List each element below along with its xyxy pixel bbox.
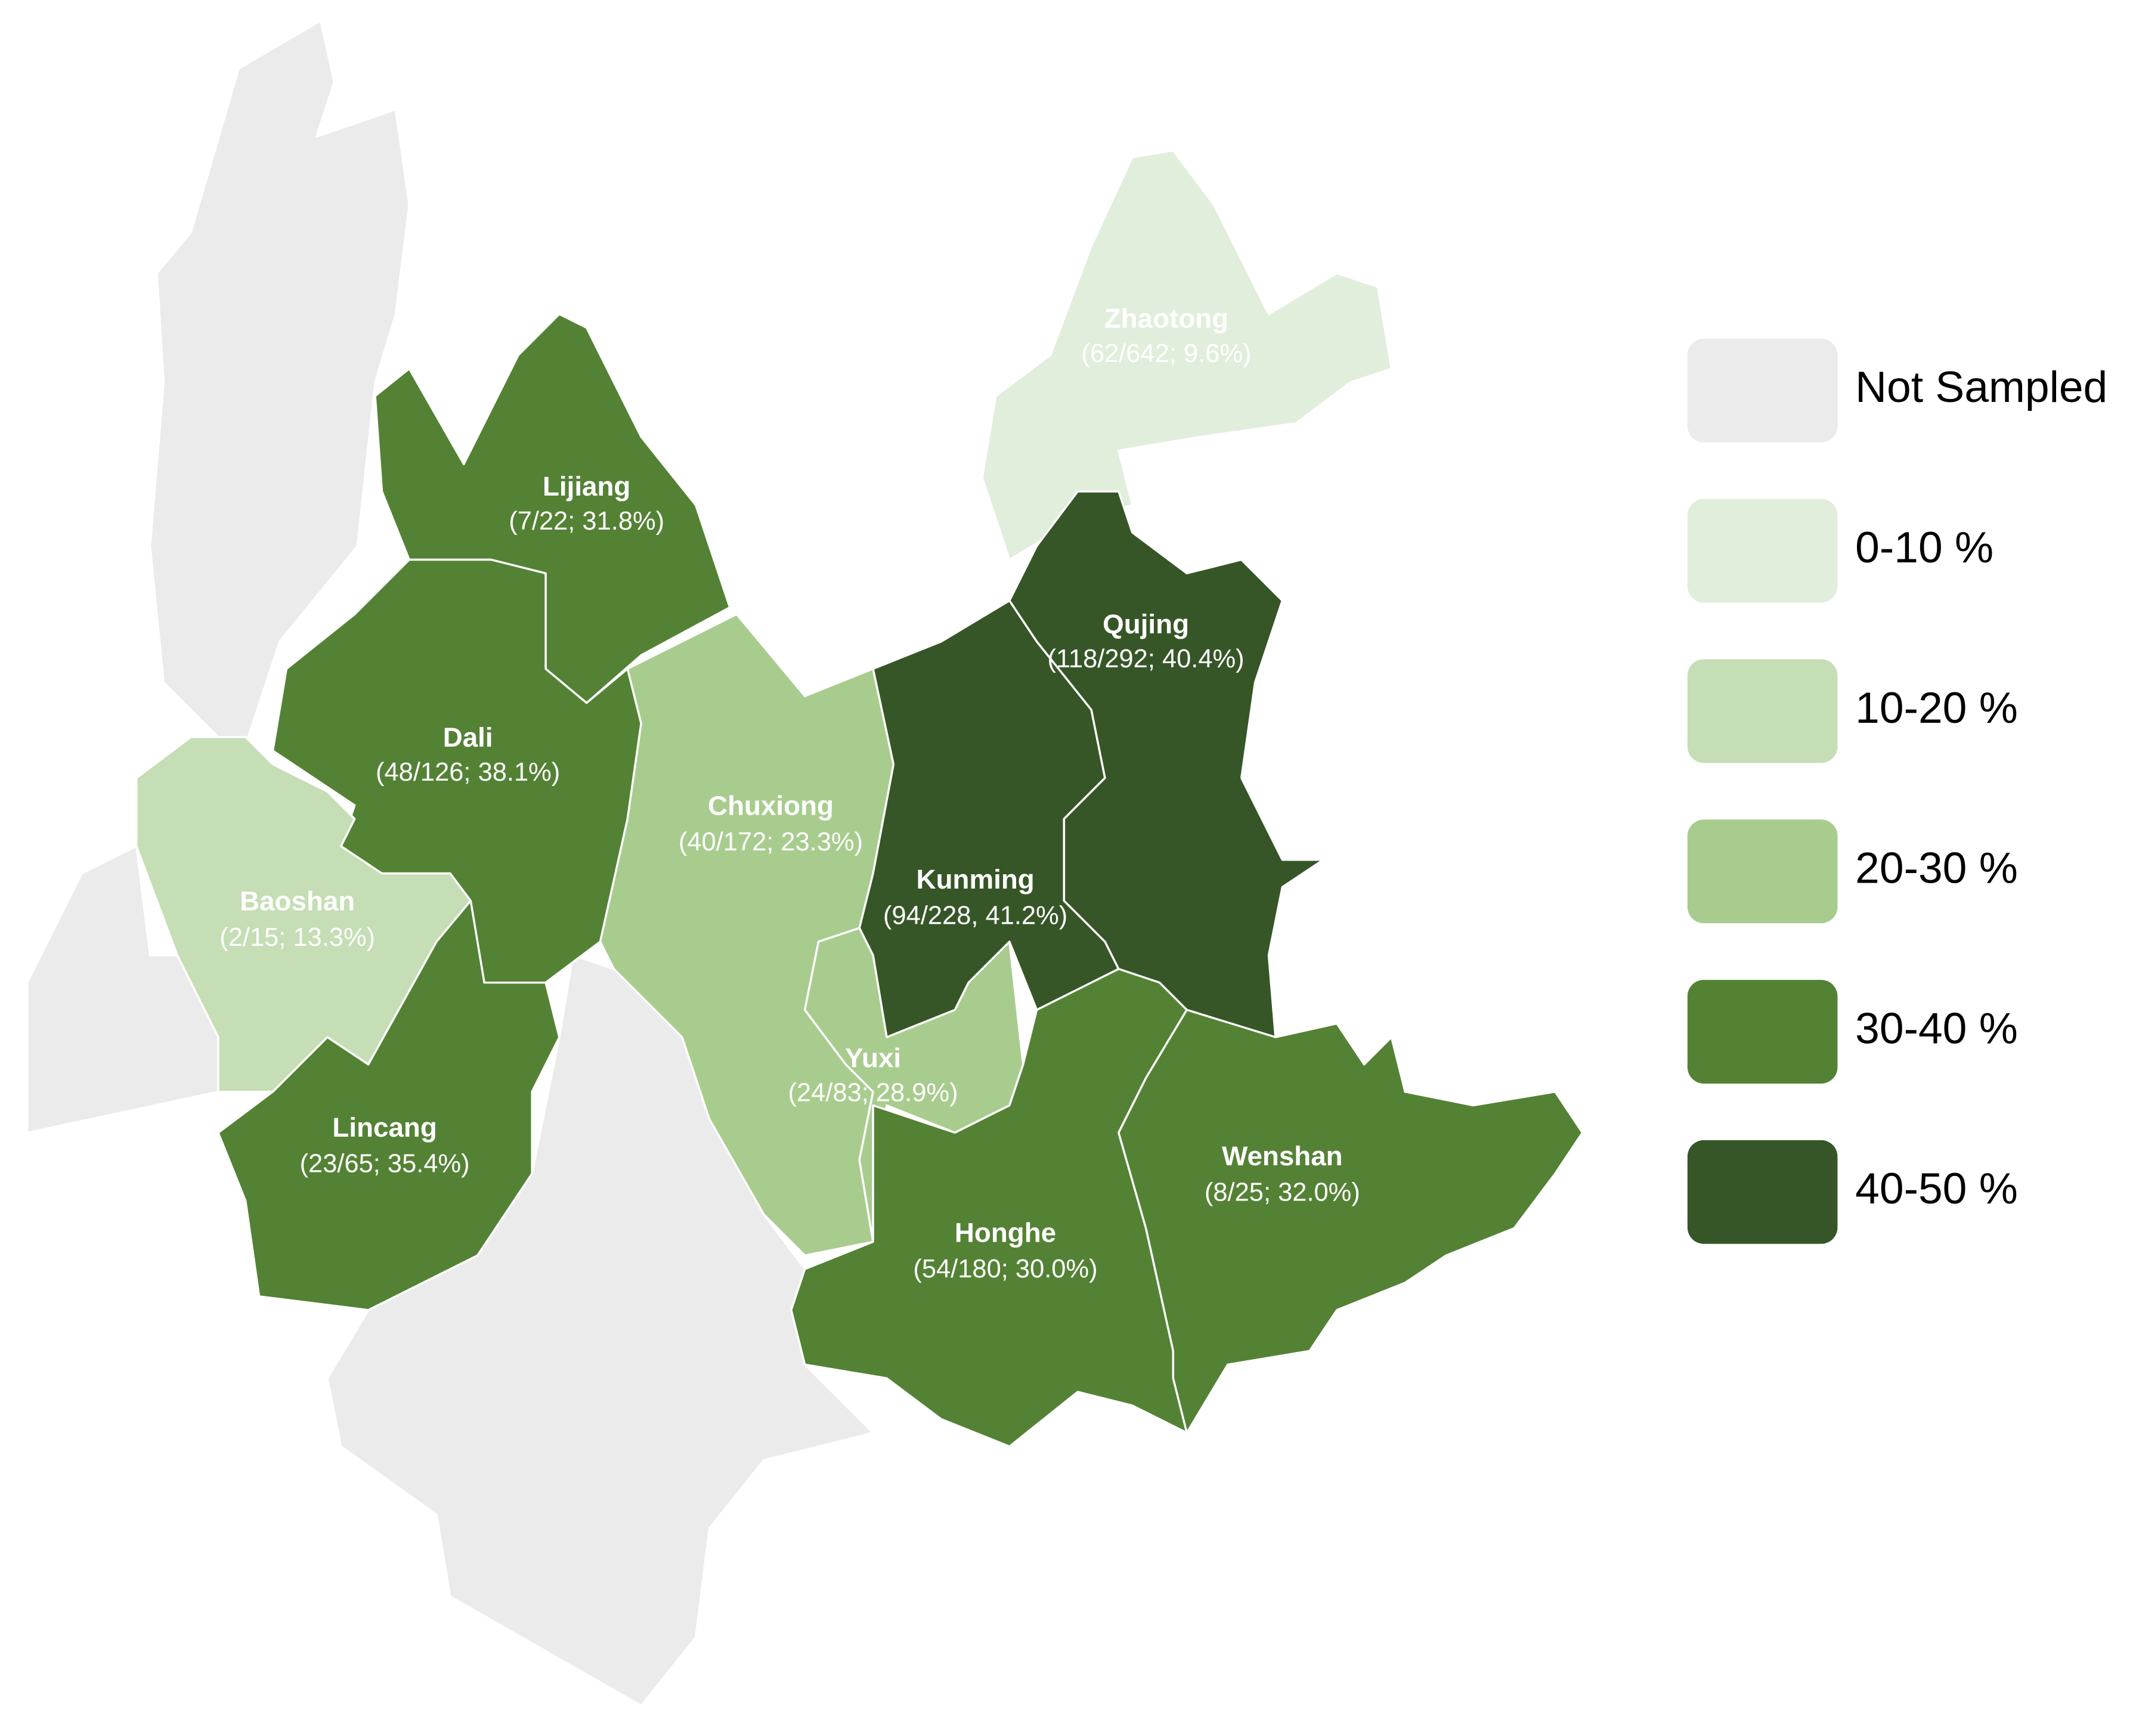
not-sampled-areas bbox=[26, 20, 874, 1707]
region-name: Dali bbox=[443, 722, 493, 753]
region-shape bbox=[1118, 1008, 1584, 1434]
region-label: (118/292; 40.4%) bbox=[1048, 645, 1245, 673]
legend-swatch bbox=[1687, 819, 1838, 924]
legend-label: 20-30 % bbox=[1855, 844, 2018, 893]
region-label: (40/172; 23.3%) bbox=[679, 828, 863, 856]
region-name: Lijiang bbox=[543, 471, 630, 502]
region-name: Honghe bbox=[955, 1217, 1056, 1248]
region-label: (62/642; 9.6%) bbox=[1081, 339, 1251, 368]
legend-swatch bbox=[1687, 499, 1838, 603]
legend-swatch bbox=[1687, 1140, 1838, 1244]
region-name: Yuxi bbox=[845, 1042, 901, 1073]
region-name: Qujing bbox=[1103, 609, 1189, 639]
legend: Not Sampled 0-10 % 10-20 % 20-30 % 30-40 % 40… bbox=[1687, 338, 2107, 1244]
legend-label: 0-10 % bbox=[1855, 523, 1993, 572]
region-name: Zhaotong bbox=[1104, 304, 1228, 334]
region-label: (7/22; 31.8%) bbox=[509, 507, 664, 536]
region-name: Wenshan bbox=[1222, 1141, 1343, 1171]
legend-label: Not Sampled bbox=[1855, 363, 2107, 411]
legend-swatch bbox=[1687, 980, 1838, 1084]
region-name: Lincang bbox=[332, 1112, 437, 1143]
region-label: (8/25; 32.0%) bbox=[1205, 1178, 1360, 1207]
regions bbox=[135, 149, 1584, 1448]
legend-label: 30-40 % bbox=[1855, 1004, 2018, 1053]
region-label: (48/126; 38.1%) bbox=[376, 758, 560, 787]
region-shape bbox=[1008, 490, 1324, 1038]
area-shape bbox=[148, 20, 411, 738]
region-labels: Zhaotong (62/642; 9.6%) Lijiang (7/22; 3… bbox=[219, 304, 1360, 1283]
legend-label: 10-20 % bbox=[1855, 683, 2018, 732]
region-label: (94/228, 41.2%) bbox=[883, 901, 1067, 930]
legend-swatch bbox=[1687, 338, 1838, 442]
region-label: (2/15; 13.3%) bbox=[219, 923, 375, 952]
region-shape bbox=[981, 149, 1393, 561]
region-name: Kunming bbox=[917, 864, 1035, 895]
region-label: (23/65; 35.4%) bbox=[300, 1150, 470, 1178]
region-shape bbox=[217, 899, 561, 1311]
region-name: Baoshan bbox=[240, 886, 355, 916]
region-label: (54/180; 30.0%) bbox=[913, 1255, 1097, 1283]
legend-label: 40-50 % bbox=[1855, 1164, 2018, 1213]
region-name: Chuxiong bbox=[708, 790, 834, 821]
region-label: (24/83; 28.9%) bbox=[788, 1079, 958, 1107]
legend-swatch bbox=[1687, 659, 1838, 763]
